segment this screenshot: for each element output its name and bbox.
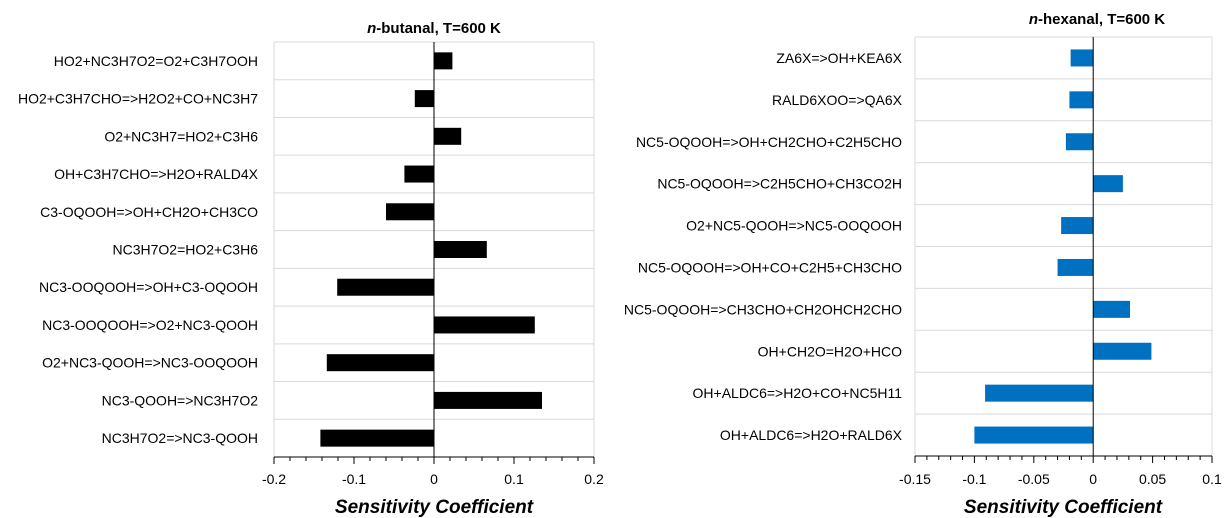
chart-title: n-butanal, T=600 K (367, 20, 501, 37)
category-label: NC5-OQOOH=>OH+CH2CHO+C2H5CHO (636, 134, 902, 150)
x-tick-label: -0.05 (1018, 471, 1050, 487)
x-tick-label: 0.05 (1139, 471, 1166, 487)
category-label: ZA6X=>OH+KEA6X (776, 50, 902, 66)
x-tick-label: 0.1 (1202, 471, 1222, 487)
bar (326, 354, 434, 372)
category-label: NC5-OQOOH=>OH+CO+C2H5+CH3CHO (638, 259, 902, 275)
bar (1069, 91, 1094, 109)
bar (337, 278, 434, 296)
bar (1093, 342, 1152, 360)
category-label: NC3-OOQOOH=>OH+C3-OQOOH (39, 279, 258, 295)
bar (1057, 258, 1094, 276)
category-label: NC3H7O2=HO2+C3H6 (112, 242, 258, 258)
category-label: O2+NC3-QOOH=>NC3-OOQOOH (42, 355, 258, 371)
category-label: HO2+NC3H7O2=O2+C3H7OOH (54, 53, 258, 69)
bar (1061, 217, 1094, 235)
category-label: O2+NC5-QOOH=>NC5-OOQOOH (686, 218, 902, 234)
x-axis-title: Sensitivity Coefficient (964, 497, 1163, 518)
bar (1093, 175, 1123, 193)
category-label: OH+ALDC6=>H2O+CO+NC5H11 (693, 385, 903, 401)
chart-panel-2: ZA6X=>OH+KEA6X RALD6XOO=>QA6X NC5-OQOOH=>O… (624, 11, 1222, 518)
x-tick-label: 0 (430, 471, 438, 487)
chart-title: n-hexanal, T=600 K (1029, 11, 1165, 28)
category-label: NC3-OOQOOH=>O2+NC3-QOOH (42, 317, 258, 333)
chart-title-rest: -butanal, T=600 K (376, 20, 501, 37)
bar (1093, 300, 1131, 318)
category-label: NC5-OQOOH=>C2H5CHO+CH3CO2H (657, 176, 902, 192)
category-label: NC5-OQOOH=>CH3CHO+CH2OHCH2CHO (624, 301, 902, 317)
bar (434, 241, 487, 258)
category-label: O2+NC3H7=HO2+C3H6 (104, 128, 258, 144)
x-tick-label: -0.1 (962, 471, 986, 487)
chart-panel-1: HO2+NC3H7O2=O2+C3H7OOH HO2+C3H7CHO=>H2O2+… (18, 20, 604, 518)
bar (414, 90, 434, 108)
chart-title-rest: -hexanal, T=600 K (1038, 11, 1165, 28)
x-tick-label: 0.1 (504, 471, 524, 487)
bar (386, 203, 434, 221)
bar (1065, 133, 1094, 151)
bar (434, 316, 535, 334)
bar (434, 391, 542, 409)
bar (404, 165, 434, 183)
bar (974, 426, 1094, 444)
category-label: OH+C3H7CHO=>H2O+RALD4X (54, 166, 259, 182)
x-axis-title: Sensitivity Coefficient (335, 497, 534, 518)
chart-title-italic: n (367, 20, 376, 37)
x-tick-label: 0 (1089, 471, 1097, 487)
category-label: NC3-QOOH=>NC3H7O2 (102, 392, 259, 408)
bar (434, 52, 453, 70)
bar (434, 127, 462, 145)
chart-title-italic: n (1029, 11, 1038, 28)
bar (985, 384, 1094, 402)
category-label: RALD6XOO=>QA6X (772, 92, 903, 108)
bar (1070, 49, 1094, 67)
x-tick-label: 0.2 (584, 471, 604, 487)
category-label: NC3H7O2=>NC3-QOOH (102, 430, 258, 446)
category-label: HO2+C3H7CHO=>H2O2+CO+NC3H7 (18, 91, 258, 107)
category-label: OH+ALDC6=>H2O+RALD6X (720, 427, 903, 443)
category-label: OH+CH2O=H2O+HCO (758, 343, 902, 359)
category-label: C3-OQOOH=>OH+CH2O+CH3CO (40, 204, 258, 220)
x-tick-label: -0.15 (899, 471, 931, 487)
x-tick-label: -0.1 (342, 471, 366, 487)
x-tick-label: -0.2 (262, 471, 286, 487)
bar (320, 429, 434, 447)
